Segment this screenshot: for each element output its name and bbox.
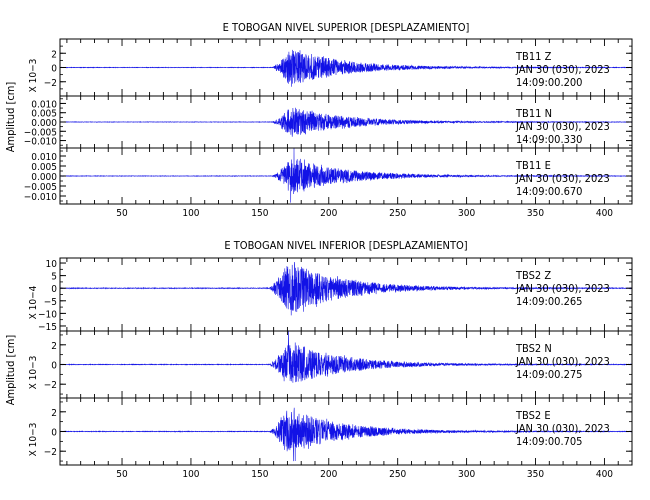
x-tick-label: 350	[527, 469, 544, 480]
x-tick-label: 250	[389, 208, 406, 219]
panel-scale-label: X 10−3	[28, 423, 39, 457]
y-tick-label: 2	[51, 408, 57, 419]
x-tick-label: 350	[527, 208, 544, 219]
y-tick-label: 2	[51, 49, 57, 60]
station-info-line: TBS2 E	[515, 409, 551, 422]
station-info-line: JAN 30 (030), 2023	[515, 422, 610, 435]
station-info-line: 14:09:00.200	[516, 76, 582, 89]
y-tick-label: 0	[51, 284, 57, 295]
waveform-trace	[59, 330, 633, 383]
station-info-line: JAN 30 (030), 2023	[515, 172, 610, 185]
station-info-line: JAN 30 (030), 2023	[515, 63, 610, 76]
waveform-trace	[59, 49, 633, 87]
x-tick-label: 300	[458, 469, 475, 480]
y-tick-label: 5	[51, 272, 57, 283]
y-tick-label: −10	[38, 309, 57, 320]
y-tick-label: 2	[51, 341, 57, 352]
station-info-line: TBS2 Z	[515, 269, 551, 282]
y-tick-label: 0.005	[31, 109, 57, 120]
x-tick-label: 300	[458, 208, 475, 219]
x-tick-label: 200	[320, 208, 337, 219]
x-tick-label: 400	[596, 469, 613, 480]
station-info-line: 14:09:00.265	[516, 295, 582, 308]
panel-scale-label: X 10−4	[28, 285, 39, 319]
panel-scale-label: X 10−3	[28, 59, 39, 93]
chart-group-2: E TOBOGAN NIVEL INFERIOR [DESPLAZAMIENTO…	[4, 239, 633, 480]
y-tick-label: 0.010	[31, 152, 57, 163]
y-tick-label: −0.005	[24, 127, 57, 138]
y-tick-label: 0.010	[31, 99, 57, 110]
station-info-line: JAN 30 (030), 2023	[515, 120, 610, 133]
x-tick-label: 250	[389, 469, 406, 480]
station-info-line: 14:09:00.275	[516, 368, 582, 381]
y-tick-label: 0.005	[31, 162, 57, 173]
y-tick-label: 0.000	[31, 172, 57, 183]
y-tick-label: −2	[44, 380, 57, 391]
station-info-line: TBS2 N	[515, 342, 552, 355]
y-tick-label: 0	[51, 428, 57, 439]
x-tick-label: 50	[116, 208, 128, 219]
group-y-axis-label: Amplitud [cm]	[4, 82, 17, 153]
x-tick-label: 150	[251, 208, 268, 219]
station-info-line: TB11 E	[515, 159, 551, 172]
chart-title: E TOBOGAN NIVEL INFERIOR [DESPLAZAMIENTO…	[224, 239, 467, 252]
station-info-line: JAN 30 (030), 2023	[515, 282, 610, 295]
station-info-line: TB11 N	[515, 107, 552, 120]
y-tick-label: 10	[46, 259, 58, 270]
waveform-trace	[59, 261, 633, 316]
y-tick-label: 0	[51, 64, 57, 75]
y-tick-label: −0.010	[24, 192, 58, 203]
y-tick-label: −2	[44, 78, 57, 89]
chart-group-1: E TOBOGAN NIVEL SUPERIOR [DESPLAZAMIENTO…	[4, 21, 633, 219]
panel-scale-label: X 10−3	[28, 356, 39, 390]
y-tick-label: −2	[44, 447, 57, 458]
station-info-line: 14:09:00.670	[516, 185, 582, 198]
y-tick-label: −15	[38, 322, 57, 333]
station-info-line: 14:09:00.705	[516, 435, 582, 448]
x-tick-label: 400	[596, 208, 613, 219]
x-tick-label: 200	[320, 469, 337, 480]
waveform-trace	[59, 148, 633, 203]
group-y-axis-label: Amplitud [cm]	[4, 335, 17, 406]
x-tick-label: 100	[182, 469, 199, 480]
y-tick-label: −0.010	[24, 137, 58, 148]
y-tick-label: 0.000	[31, 118, 57, 129]
y-tick-label: 0	[51, 361, 57, 372]
waveform-trace	[59, 107, 633, 137]
station-info-line: 14:09:00.330	[516, 133, 582, 146]
y-tick-label: −0.005	[24, 182, 57, 193]
x-tick-label: 100	[182, 208, 199, 219]
x-tick-label: 150	[251, 469, 268, 480]
chart-title: E TOBOGAN NIVEL SUPERIOR [DESPLAZAMIENTO…	[223, 21, 470, 34]
station-info-line: TB11 Z	[515, 50, 552, 63]
waveform-trace	[59, 407, 633, 462]
station-info-line: JAN 30 (030), 2023	[515, 355, 610, 368]
y-tick-label: −5	[44, 297, 57, 308]
x-tick-label: 50	[116, 469, 128, 480]
